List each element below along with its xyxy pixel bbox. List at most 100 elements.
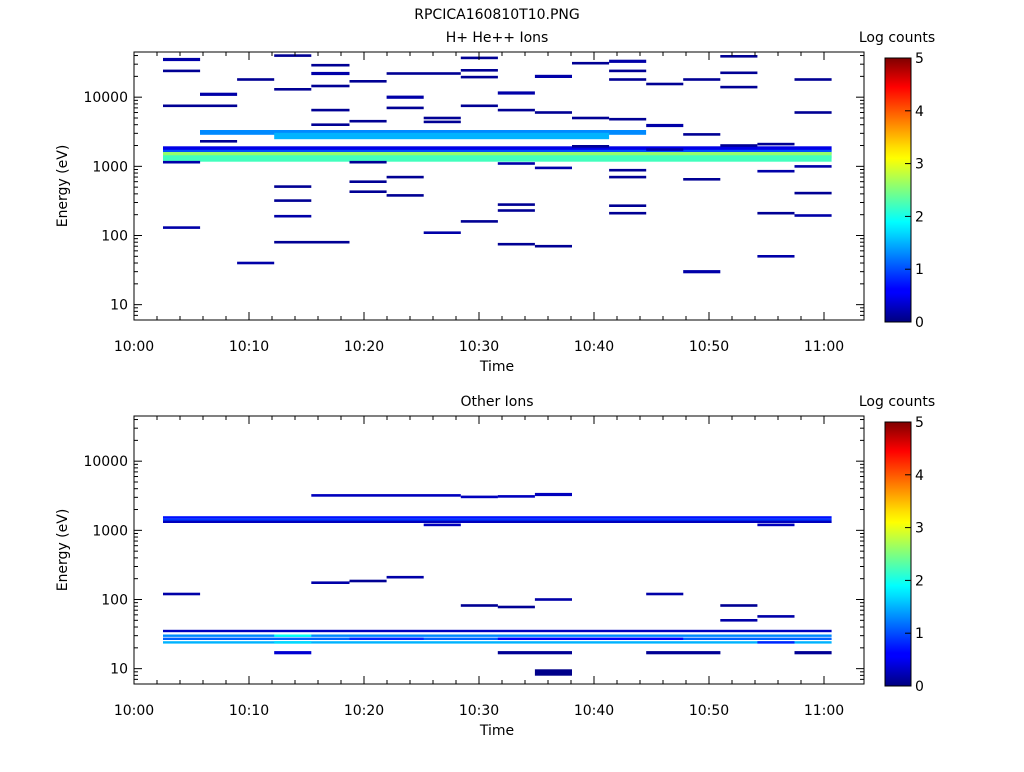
panel-title: H+ He++ Ions [446, 30, 549, 46]
heatmap-cell [423, 231, 461, 234]
heatmap-cell [460, 75, 498, 79]
heatmap-cell [497, 91, 535, 95]
plot-frame [133, 51, 865, 321]
heatmap-cell [311, 581, 350, 584]
x-tick-label: 10:40 [574, 703, 614, 719]
y-axis-label: Energy (eV) [55, 145, 71, 228]
heatmap-band [163, 155, 832, 162]
heatmap-cell [720, 85, 758, 89]
colorbar-tick-label: 4 [915, 468, 924, 484]
heatmap-cell [609, 117, 647, 121]
x-tick-label: 10:10 [229, 703, 269, 719]
colorbar-tick-label: 2 [915, 209, 924, 225]
heatmap-cell [274, 88, 312, 91]
y-axis: 10 100 1000 10000 [83, 419, 864, 685]
heatmap-cell [274, 651, 312, 655]
colorbar-gradient [884, 57, 912, 323]
y-tick-label: 1000 [92, 523, 128, 539]
heatmap-cell [311, 71, 350, 76]
heatmap-cell [423, 116, 461, 120]
heatmap-cell [534, 166, 572, 170]
heatmap-cell [720, 55, 758, 58]
colorbar-tick-label: 5 [915, 415, 924, 431]
heatmap-cell [646, 592, 684, 596]
colorbar-tick-label: 4 [915, 104, 924, 120]
panel-title: Other Ions [460, 394, 533, 410]
y-tick-label: 100 [101, 228, 128, 244]
heatmap-cell [497, 209, 535, 212]
heatmap-cell [572, 145, 610, 148]
x-tick-label: 11:00 [804, 703, 844, 719]
heatmap-cell [720, 619, 758, 622]
colorbar-label: Log counts [859, 394, 935, 410]
heatmap-cell [386, 72, 461, 75]
colorbar: Log counts 0 1 2 3 4 5 [859, 30, 935, 331]
heatmap-cell [646, 82, 684, 86]
heatmap-cell [200, 92, 238, 96]
heatmap-cell [609, 204, 647, 207]
heatmap-cell [497, 495, 535, 498]
heatmap-cell [609, 211, 647, 215]
heatmap-cell [311, 108, 350, 112]
heatmap-cell [646, 148, 684, 151]
colorbar: Log counts 0 1 2 3 4 5 [859, 394, 935, 695]
heatmap-cell [683, 78, 721, 81]
x-tick-label: 10:10 [229, 339, 269, 355]
y-tick-label: 10 [110, 298, 128, 314]
heatmap-cell [237, 261, 275, 265]
heatmap-cell [534, 669, 572, 676]
heatmap-cell [497, 162, 535, 165]
heatmap-band [163, 629, 832, 633]
heatmap-cell [572, 61, 610, 65]
heatmap-cell [349, 579, 387, 583]
heatmap-cell [274, 199, 312, 202]
heatmap-band [274, 641, 312, 644]
heatmap-cell [311, 123, 350, 126]
heatmap-cell [386, 575, 424, 579]
heatmap-band [163, 641, 832, 644]
heatmap-cell [757, 615, 795, 618]
heatmap-band [163, 146, 832, 152]
heatmap-cell [349, 160, 387, 164]
colorbar-tick-label: 2 [915, 573, 924, 589]
heatmap-band [497, 637, 684, 640]
heatmap-cell [163, 592, 201, 596]
heatmap-cell [497, 242, 535, 246]
x-tick-label: 10:20 [344, 339, 384, 355]
heatmap-cell [683, 178, 721, 181]
heatmap-band [163, 152, 832, 159]
heatmap-band [163, 516, 832, 519]
x-tick-label: 10:00 [114, 339, 154, 355]
heatmap-cell [609, 78, 647, 81]
heatmap-cell [609, 59, 647, 63]
heatmap-cell [683, 133, 721, 136]
colorbar-tick-label: 5 [915, 51, 924, 67]
heatmap-cell [646, 651, 721, 655]
heatmap-cell [646, 123, 684, 128]
colorbar-tick-label: 1 [915, 626, 924, 642]
x-axis: 10:00 10:10 10:20 10:30 10:40 10:50 11:00 [114, 416, 844, 719]
heatmap-cell [609, 69, 647, 73]
y-tick-label: 100 [101, 592, 128, 608]
heatmap-cell [794, 214, 832, 217]
heatmap-cell [534, 111, 572, 114]
colorbar-tick-label: 0 [915, 315, 924, 331]
heatmap-cell [720, 144, 758, 147]
heatmap-cell [386, 95, 424, 99]
heatmap-cell [163, 226, 201, 229]
heatmap-cell [794, 165, 832, 168]
heatmap-cell [386, 175, 424, 179]
heatmap-cell [534, 492, 572, 497]
heatmap-cell [757, 142, 795, 146]
heatmap-cell [349, 119, 387, 123]
heatmap-cell [163, 57, 201, 62]
colorbar-label: Log counts [859, 30, 935, 46]
heatmap-cell [683, 270, 721, 274]
y-axis-label: Energy (eV) [55, 509, 71, 592]
heatmap-cell [311, 84, 350, 88]
x-tick-label: 10:50 [689, 339, 729, 355]
